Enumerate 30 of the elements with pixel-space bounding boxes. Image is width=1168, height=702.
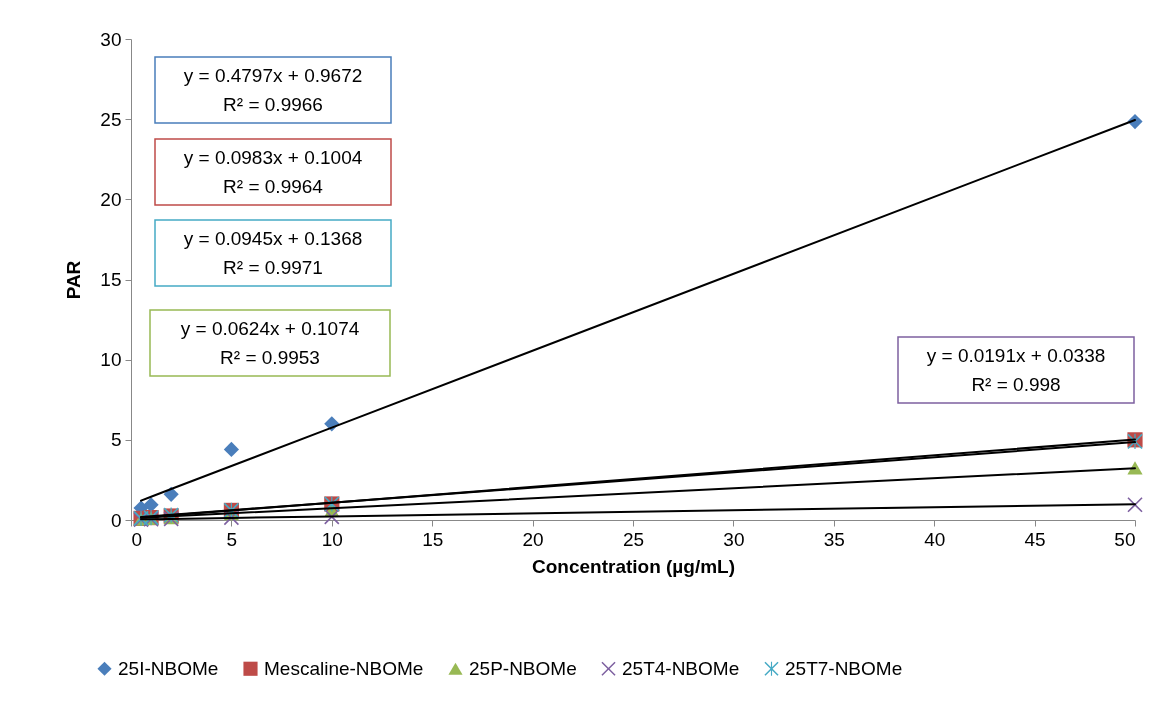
x-tick-label: 0 <box>131 528 143 550</box>
x-tick-label: 40 <box>924 528 946 550</box>
x-tick-label: 15 <box>422 528 444 550</box>
x-tick-label: 50 <box>1114 528 1136 550</box>
x-tick-label: 20 <box>522 528 544 550</box>
x-tick-label: 5 <box>226 528 238 550</box>
y-tick-label: 5 <box>110 429 122 451</box>
y-tick-label: 20 <box>100 188 122 210</box>
y-tick-label: 10 <box>100 349 122 371</box>
annotation: y = 0.0624x + 0.1074 R² = 0.9953 <box>180 318 360 368</box>
annotation: y = 0.4797x + 0.9672 R² = 0.9966 <box>183 65 363 115</box>
x-tick-label: 30 <box>723 528 745 550</box>
x-tick-label: 35 <box>823 528 845 550</box>
legend-label: 25T4-NBOMe <box>622 657 740 679</box>
x-axis-title: Concentration (µg/mL) <box>531 555 736 577</box>
annotation: y = 0.0945x + 0.1368 R² = 0.9971 <box>183 228 363 278</box>
y-tick-label: 30 <box>100 28 122 50</box>
legend-label: 25P-NBOMe <box>469 657 577 679</box>
y-tick-label: 0 <box>110 509 122 531</box>
x-tick-label: 10 <box>321 528 343 550</box>
legend-label: 25T7-NBOMe <box>785 657 903 679</box>
y-tick-label: 15 <box>100 269 122 290</box>
legend-label: Mescaline-NBOMe <box>264 657 424 679</box>
annotation: y = 0.0191x + 0.0338 R² = 0.998 <box>926 345 1106 395</box>
y-tick-label: 25 <box>100 108 122 130</box>
x-tick-label: 25 <box>622 528 645 550</box>
x-tick-label: 45 <box>1024 528 1046 550</box>
legend-label: 25I-NBOMe <box>118 657 219 679</box>
annotation: y = 0.0983x + 0.1004 R² = 0.9964 <box>183 147 363 197</box>
y-axis-title: PAR <box>63 260 85 300</box>
